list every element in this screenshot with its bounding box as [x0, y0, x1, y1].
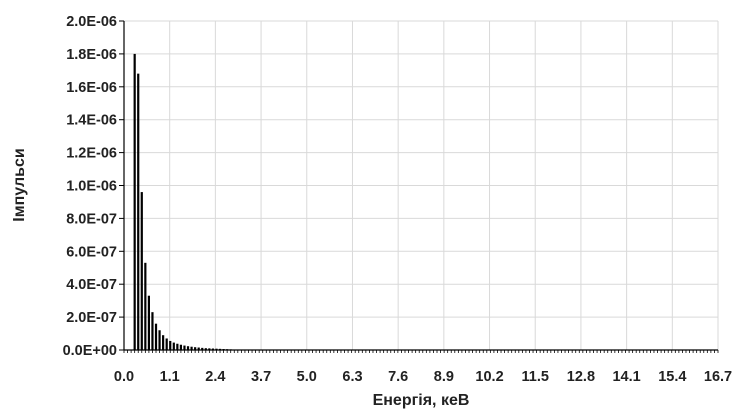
- x-tick-label: 14.1: [612, 369, 640, 385]
- y-axis-title: Імпульси: [11, 148, 28, 221]
- histogram-bar: [151, 312, 154, 350]
- histogram-bar: [147, 295, 150, 350]
- histogram-bar: [183, 345, 186, 350]
- axes: [119, 20, 719, 353]
- y-tick-label: 6.0E-07: [66, 244, 117, 260]
- x-tick-label: 11.5: [522, 369, 549, 385]
- histogram-bar: [144, 262, 147, 350]
- x-tick-labels: 0.0 1.1 2.4 3.7 5.0 6.3 7.6 8.9 10.2 11.5 12.8 14.1…: [114, 369, 732, 385]
- x-tick-label: 7.6: [388, 369, 408, 385]
- histogram-bar: [154, 323, 158, 350]
- histogram-bar: [172, 342, 175, 350]
- histogram-bar: [133, 53, 136, 351]
- histogram-bar: [208, 348, 211, 350]
- y-tick-label: 2.0E-06: [66, 14, 117, 30]
- histogram-bar: [137, 73, 140, 350]
- x-axis-title: Енергія, кеВ: [373, 392, 470, 409]
- x-tick-label: 12.8: [567, 369, 595, 385]
- histogram-bar: [169, 340, 172, 350]
- y-tick-label: 8.0E-07: [66, 211, 117, 227]
- histogram-bar: [158, 330, 161, 350]
- y-tick-label: 1.2E-06: [66, 146, 117, 162]
- histogram-bar: [204, 348, 207, 350]
- x-tick-label: 6.3: [342, 369, 362, 385]
- histogram-bar: [179, 344, 183, 350]
- histogram-bar: [176, 343, 179, 350]
- y-tick-label: 1.6E-06: [66, 80, 117, 96]
- x-tick-label: 5.0: [297, 369, 317, 385]
- x-tick-label: 2.4: [205, 369, 225, 385]
- histogram-bar: [140, 192, 143, 350]
- x-tick-label: 8.9: [434, 369, 454, 385]
- x-tick-label: 3.7: [251, 369, 271, 385]
- grid-lines: [123, 20, 719, 351]
- y-tick-label: 1.0E-06: [66, 179, 117, 195]
- histogram-bar: [197, 347, 200, 350]
- y-tick-label: 1.4E-06: [66, 113, 117, 129]
- histogram-bar: [186, 346, 190, 350]
- x-tick-label: 15.4: [658, 369, 686, 385]
- histogram-bar: [215, 348, 218, 350]
- y-tick-label: 1.8E-06: [66, 47, 117, 63]
- y-tick-labels: 0.0E+00 2.0E-07 4.0E-07 6.0E-07 8.0E-07 1.0E-…: [63, 14, 117, 359]
- x-tick-label: 1.1: [160, 369, 180, 385]
- histogram-bar: [194, 347, 197, 350]
- histogram-bar: [190, 346, 193, 350]
- bar-series: [133, 53, 232, 351]
- histogram-bar: [211, 348, 215, 350]
- x-tick-label: 16.7: [704, 369, 732, 385]
- x-tick-label: 0.0: [114, 369, 134, 385]
- y-tick-label: 2.0E-07: [66, 310, 117, 326]
- x-tick-label: 10.2: [475, 369, 503, 385]
- histogram-bar: [162, 335, 165, 350]
- histogram-bar: [201, 347, 204, 350]
- y-tick-label: 4.0E-07: [66, 277, 117, 293]
- y-tick-label: 0.0E+00: [63, 343, 117, 359]
- histogram-bar: [165, 338, 168, 350]
